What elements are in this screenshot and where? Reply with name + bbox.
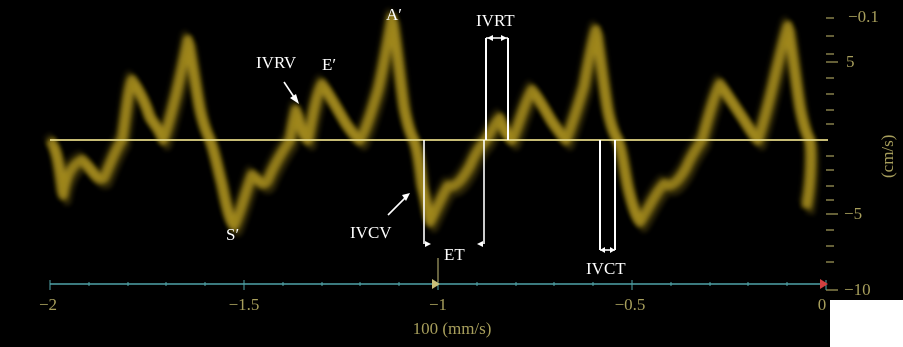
time-end-marker	[820, 279, 828, 289]
label-ivcv: IVCV	[350, 223, 392, 242]
label-ivrt: IVRT	[476, 11, 515, 30]
label-et: ET	[444, 245, 465, 264]
time-tick-neg2: −2	[39, 295, 57, 314]
velocity-tick-neg10: −10	[844, 280, 871, 299]
ivcv-arrow	[387, 196, 407, 216]
label-a-prime: A′	[386, 5, 402, 24]
scale-background	[830, 0, 903, 300]
velocity-tick-neg5: −5	[844, 204, 862, 223]
time-axis-label: 100 (mm/s)	[413, 319, 492, 338]
tissue-doppler-waveform	[47, 13, 815, 232]
time-marker-arrow	[432, 279, 440, 289]
time-tick-0: 0	[818, 295, 827, 314]
time-tick-neg1: −1	[429, 295, 447, 314]
velocity-unit-label: (cm/s)	[878, 135, 897, 178]
time-axis	[49, 258, 828, 290]
interval-markers	[283, 35, 616, 253]
velocity-tick-5: 5	[846, 52, 855, 71]
label-ivrv: IVRV	[256, 53, 297, 72]
label-e-prime: E′	[322, 55, 336, 74]
label-ivct: IVCT	[586, 259, 626, 278]
velocity-tick-top: −0.1	[848, 7, 879, 26]
label-s-prime: S′	[226, 225, 239, 244]
time-tick-neg1-5: −1.5	[229, 295, 260, 314]
time-tick-neg0-5: −0.5	[615, 295, 646, 314]
velocity-scale-ticks	[826, 17, 838, 291]
